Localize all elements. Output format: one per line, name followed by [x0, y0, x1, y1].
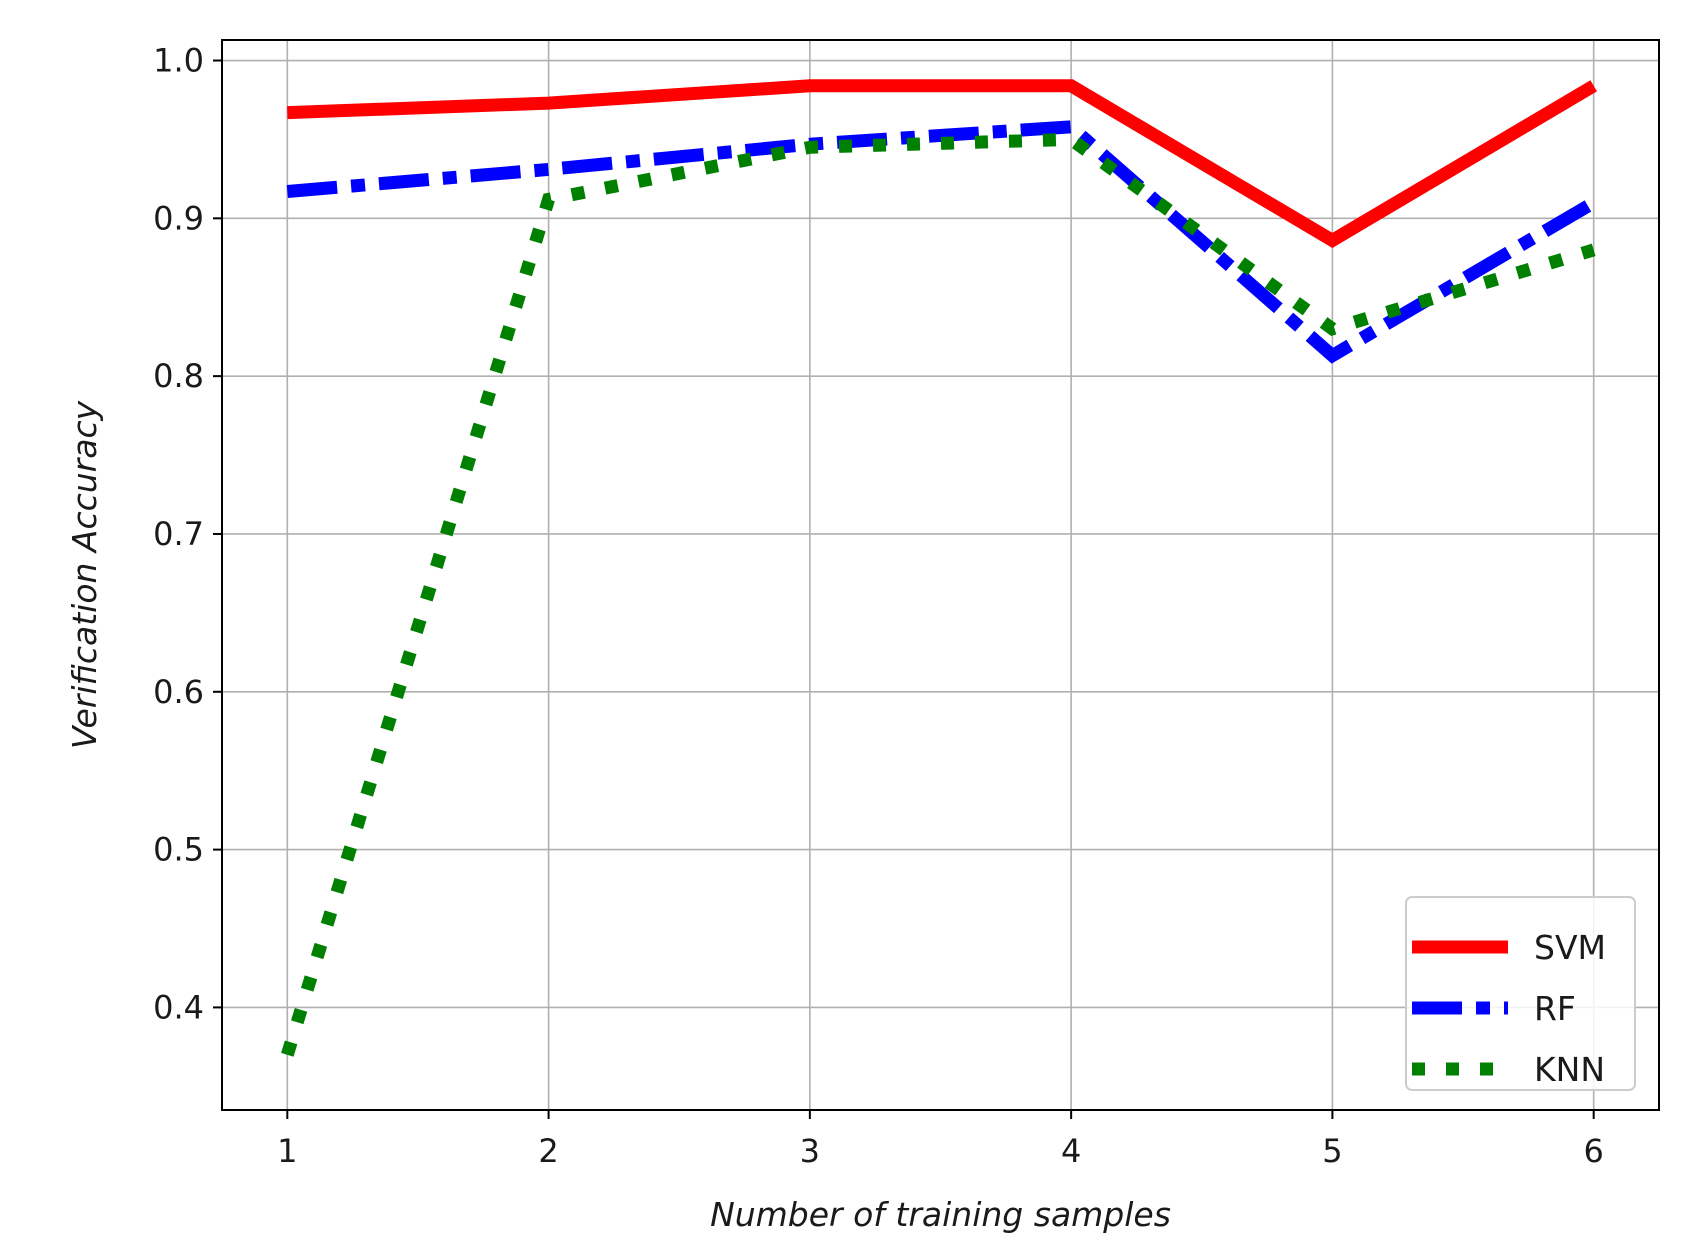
- axis-ticks: 1 2 3 4 5 6 0.4 0.5 0.6 0.7 0.8 0.9 1.0: [153, 42, 1604, 1170]
- y-tick-label: 0.5: [153, 831, 204, 869]
- series-line-rf: [286, 120, 1597, 364]
- series-line-svm: [287, 79, 1598, 248]
- y-tick-label: 0.6: [153, 673, 204, 711]
- x-axis-label: Number of training samples: [710, 1195, 1171, 1234]
- x-tick-label: 6: [1584, 1132, 1604, 1170]
- legend-label-knn: KNN: [1534, 1050, 1605, 1089]
- y-axis-label: Verification Accuracy: [65, 400, 104, 749]
- y-tick-label: 0.4: [153, 988, 204, 1026]
- plot-frame: [221, 39, 1660, 1111]
- grid: [222, 40, 1659, 1110]
- y-tick-label: 0.7: [153, 515, 204, 553]
- legend-label-svm: SVM: [1534, 928, 1606, 967]
- x-tick-label: 5: [1322, 1132, 1342, 1170]
- series-line-knn: [281, 132, 1596, 1057]
- y-tick-label: 1.0: [153, 42, 204, 80]
- y-tick-label: 0.9: [153, 199, 204, 237]
- legend: SVM RF KNN: [1405, 896, 1636, 1091]
- x-tick-label: 4: [1061, 1132, 1081, 1170]
- series-lines: [281, 79, 1598, 1057]
- legend-label-rf: RF: [1534, 989, 1576, 1028]
- x-tick-label: 3: [800, 1132, 820, 1170]
- y-tick-label: 0.8: [153, 357, 204, 395]
- x-tick-label: 1: [277, 1132, 297, 1170]
- x-tick-label: 2: [538, 1132, 558, 1170]
